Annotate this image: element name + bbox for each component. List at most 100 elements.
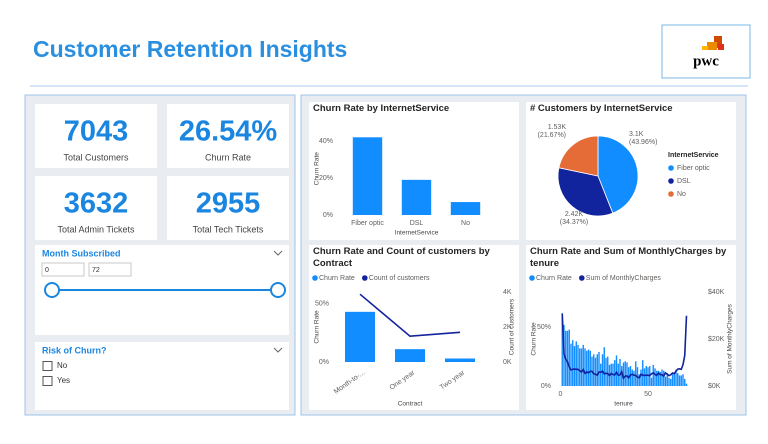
bar bbox=[575, 341, 577, 386]
kpi-value: 3632 bbox=[64, 188, 129, 220]
kpi-card bbox=[35, 104, 157, 168]
range-min: 0 bbox=[45, 267, 49, 274]
bar bbox=[584, 348, 586, 386]
data-label: (21.67%) bbox=[538, 132, 566, 139]
bar bbox=[603, 347, 605, 386]
y-tick-label: 50% bbox=[315, 301, 329, 308]
bar bbox=[577, 344, 579, 386]
title-box: Churn Rate by InternetService bbox=[313, 103, 450, 114]
bar bbox=[582, 344, 584, 386]
y-tick-label: 0% bbox=[319, 359, 329, 366]
bar bbox=[610, 363, 612, 386]
y-tick-label: 20% bbox=[319, 175, 333, 182]
chart-title: Churn Rate and Count of customers by Con… bbox=[313, 246, 490, 269]
slider-handle[interactable] bbox=[270, 282, 286, 298]
y-tick-label: $40K bbox=[708, 289, 725, 296]
bar bbox=[561, 313, 563, 386]
logo-block bbox=[702, 46, 708, 50]
bar bbox=[601, 354, 604, 386]
slicer-title: Risk of Churn? bbox=[42, 345, 107, 355]
bar bbox=[670, 378, 672, 386]
range-input[interactable] bbox=[88, 262, 132, 277]
title-box: Churn Rate and Count of customers by Con… bbox=[313, 246, 490, 269]
kpi-card bbox=[35, 176, 157, 240]
checkbox[interactable] bbox=[42, 376, 53, 386]
bar bbox=[663, 370, 665, 386]
line bbox=[359, 293, 461, 338]
y-tick-label: 0K bbox=[503, 359, 512, 366]
axis-title: InternetService bbox=[395, 230, 439, 237]
bar bbox=[621, 366, 623, 386]
bar bbox=[643, 368, 646, 386]
bar bbox=[656, 370, 658, 386]
bar bbox=[345, 311, 375, 362]
bar bbox=[675, 369, 677, 386]
checkbox[interactable] bbox=[42, 361, 53, 371]
checkbox-label: No bbox=[57, 361, 68, 370]
chart-card bbox=[309, 245, 519, 410]
line bbox=[561, 313, 688, 380]
data-label: 2.42K bbox=[565, 211, 584, 218]
legend-label: No bbox=[677, 191, 686, 198]
bar bbox=[642, 360, 644, 386]
bar bbox=[594, 357, 597, 386]
bar bbox=[572, 340, 574, 386]
logo-block bbox=[707, 42, 717, 50]
range-max: 72 bbox=[92, 267, 100, 274]
legend-label: Churn Rate bbox=[536, 275, 572, 282]
y-tick-label: 40% bbox=[319, 138, 333, 145]
bar bbox=[619, 358, 621, 386]
axis-title: Churn Rate bbox=[531, 322, 538, 356]
y-tick-label: $20K bbox=[708, 336, 725, 343]
kpi-value: 7043 bbox=[64, 116, 129, 148]
axis-title: Churn Rate bbox=[314, 310, 321, 344]
data-label: (43.96%) bbox=[629, 139, 657, 146]
x-tick-label: 50 bbox=[644, 391, 652, 398]
bar bbox=[626, 362, 628, 386]
bar bbox=[654, 368, 656, 386]
slider-handle[interactable] bbox=[44, 282, 60, 298]
axis-title: Churn Rate bbox=[314, 152, 321, 186]
title-box: Churn Rate and Sum of MonthlyCharges by … bbox=[530, 246, 727, 269]
bar bbox=[395, 349, 425, 362]
range-input[interactable] bbox=[41, 262, 85, 277]
x-tick-label: No bbox=[461, 220, 470, 227]
bar bbox=[652, 364, 654, 386]
slicer-title: Month Subscribed bbox=[42, 248, 121, 258]
x-tick-label: 0 bbox=[559, 391, 563, 398]
x-tick-label: DSL bbox=[410, 220, 424, 227]
bar bbox=[570, 343, 572, 386]
dropdown-icon[interactable] bbox=[273, 250, 283, 256]
bar bbox=[664, 376, 667, 386]
legend-label: Fiber optic bbox=[677, 165, 710, 172]
chart-title: # Customers by InternetService bbox=[530, 103, 673, 114]
axis-title: tenure bbox=[614, 401, 633, 408]
axis-title: Contract bbox=[398, 401, 423, 408]
bar bbox=[579, 348, 581, 386]
y-tick-label: 0% bbox=[541, 383, 551, 390]
bar bbox=[573, 346, 576, 386]
bar bbox=[685, 383, 688, 386]
bar bbox=[631, 369, 633, 386]
legend-label: DSL bbox=[677, 178, 691, 185]
bar bbox=[596, 354, 598, 386]
y-tick-label: $0K bbox=[708, 383, 721, 390]
bar bbox=[605, 357, 607, 386]
y-tick-label: 4K bbox=[503, 289, 512, 296]
legend-label: Count of customers bbox=[369, 275, 430, 282]
bar bbox=[450, 202, 481, 215]
bar bbox=[640, 369, 642, 386]
bar bbox=[661, 369, 663, 386]
chart-title: Churn Rate and Sum of MonthlyCharges by … bbox=[530, 246, 727, 269]
legend-label: Sum of MonthlyCharges bbox=[586, 275, 662, 282]
logo-text: pwc bbox=[693, 53, 719, 69]
bar bbox=[682, 374, 684, 386]
bar bbox=[673, 373, 675, 386]
logo-box bbox=[661, 24, 751, 79]
checkbox-label: Yes bbox=[57, 376, 70, 385]
y-tick-label: 50% bbox=[537, 324, 551, 331]
chart-title: Churn Rate by InternetService bbox=[313, 103, 450, 114]
dropdown-icon[interactable] bbox=[273, 347, 283, 353]
kpi-label: Total Admin Tickets bbox=[57, 224, 135, 234]
legend-marker bbox=[668, 191, 674, 197]
